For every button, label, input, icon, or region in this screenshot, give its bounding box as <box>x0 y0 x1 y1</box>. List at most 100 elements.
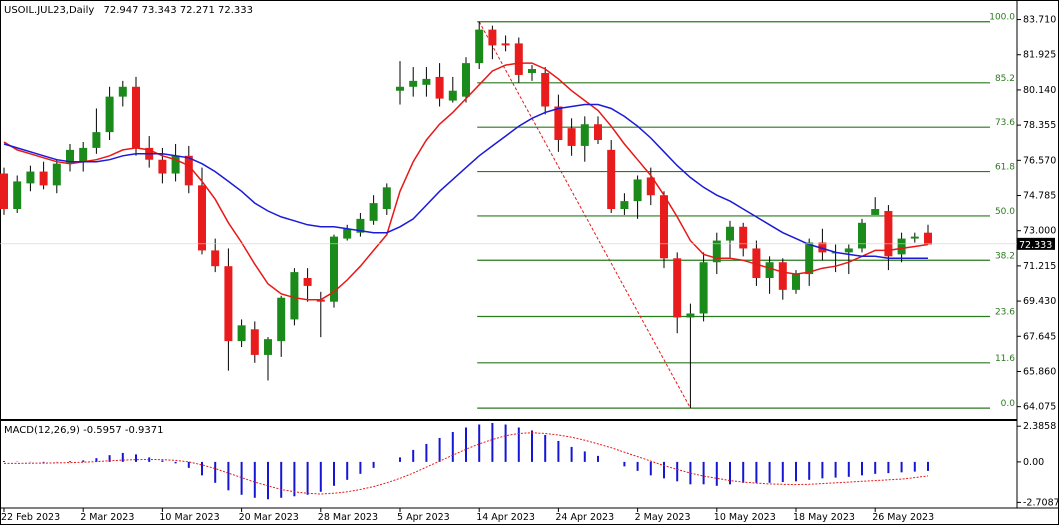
macd-pane <box>3 423 929 500</box>
ohlc-values: 72.947 73.343 72.271 72.333 <box>103 5 253 16</box>
candle-up <box>765 262 774 279</box>
price-pane: 100.0 85.2 73.6 61.8 50.0 38.2 23.6 11.6 0.0 <box>0 13 1017 409</box>
candle-down <box>488 29 497 46</box>
time-axis-label: 28 Mar 2023 <box>318 512 378 523</box>
candle-down <box>132 86 140 148</box>
candle-down <box>818 242 827 253</box>
fib-trend-line <box>478 21 691 409</box>
time-axis-label: 20 Mar 2023 <box>239 512 299 523</box>
fib-level-label: 50.0 <box>995 207 1015 217</box>
candle-down <box>752 248 761 279</box>
candle-up <box>66 149 74 164</box>
price-axis-label: 73.000 <box>1023 226 1056 237</box>
candle-up <box>356 218 365 233</box>
candle-down <box>924 232 932 245</box>
fib-level-label: 61.8 <box>995 163 1015 173</box>
candle-down <box>594 124 602 141</box>
time-axis-label: 2 May 2023 <box>635 512 691 523</box>
candle-up <box>105 96 114 133</box>
candle-up <box>475 29 484 64</box>
candle-up <box>422 78 431 85</box>
candle-up <box>118 86 127 97</box>
time-axis-label: 2 Mar 2023 <box>80 512 134 523</box>
candle-down <box>673 258 682 318</box>
price-axis-label: 71.215 <box>1023 261 1056 272</box>
candle-up <box>805 242 814 275</box>
current-price-box <box>1017 237 1055 250</box>
macd-axis-label: 2.3858 <box>1023 421 1056 432</box>
candle-up <box>396 86 404 91</box>
macd-axis-label: -2.7087 <box>1023 497 1059 508</box>
price-axis-label: 67.645 <box>1023 331 1056 342</box>
time-axis-label: 18 May 2023 <box>793 512 855 523</box>
candle-down <box>0 173 8 210</box>
macd-title: MACD(12,26,9) -0.5957 -0.9371 <box>4 425 164 436</box>
candle-down <box>884 210 893 257</box>
price-axis: 72.333 83.710 81.925 80.140 78.355 76.570 74.7… <box>1017 15 1059 508</box>
candle-up <box>237 325 246 342</box>
candle-up <box>580 124 589 146</box>
time-axis-label: 26 May 2023 <box>872 512 934 523</box>
candle-up <box>171 155 180 174</box>
price-axis-label: 74.785 <box>1023 191 1056 202</box>
time-axis-label: 22 Feb 2023 <box>1 512 60 523</box>
candle-up <box>897 238 906 255</box>
macd-signal-line <box>4 432 929 495</box>
candle-up <box>528 69 536 73</box>
candle-down <box>514 43 523 75</box>
candle-down <box>660 195 668 259</box>
candle-up <box>844 248 853 253</box>
price-axis-label: 64.075 <box>1023 402 1056 413</box>
candle-up <box>382 187 391 210</box>
price-axis-label: 76.570 <box>1023 155 1056 166</box>
candle-up <box>871 209 880 215</box>
fib-level-label: 38.2 <box>995 251 1015 261</box>
time-axis-label: 10 May 2023 <box>714 512 776 523</box>
time-axis: 22 Feb 2023 2 Mar 2023 10 Mar 2023 20 Mar 2… <box>1 508 934 523</box>
candle-down <box>646 177 655 196</box>
time-axis-label: 5 Apr 2023 <box>397 512 450 523</box>
candle-down <box>224 266 233 342</box>
candle-down <box>198 185 206 251</box>
candle-down <box>739 226 748 249</box>
candle-up <box>712 240 721 263</box>
candle-up <box>264 339 272 355</box>
candle-up <box>633 179 642 202</box>
candle-up <box>79 147 88 162</box>
candle-up <box>910 236 919 239</box>
fib-level-label: 23.6 <box>995 307 1015 317</box>
candle-down <box>435 76 444 99</box>
price-axis-label: 83.710 <box>1023 15 1056 26</box>
time-axis-label: 14 Apr 2023 <box>476 512 535 523</box>
price-axis-label: 69.430 <box>1023 296 1056 307</box>
time-axis-label: 10 Mar 2023 <box>159 512 219 523</box>
candle-down <box>501 43 510 46</box>
candle-up <box>290 272 299 320</box>
price-axis-label: 78.355 <box>1023 120 1056 131</box>
candle-down <box>303 278 312 286</box>
candle-down <box>39 171 48 186</box>
candle-up <box>686 313 695 318</box>
price-axis-label: 80.140 <box>1023 85 1056 96</box>
fib-level-label: 0.0 <box>1001 399 1016 409</box>
candle-up <box>699 262 708 314</box>
candle-down <box>158 159 167 174</box>
candle-up <box>409 80 418 87</box>
candle-up <box>277 297 286 342</box>
candle-up <box>13 181 22 210</box>
current-price-label: 72.333 <box>1019 240 1052 251</box>
candle-up <box>343 228 352 239</box>
candle-up <box>792 274 800 290</box>
candle-up <box>369 203 378 221</box>
fib-level-label: 11.6 <box>995 354 1015 364</box>
candle-up <box>92 132 101 148</box>
candle-up <box>26 171 35 184</box>
candle-down <box>607 149 616 210</box>
fib-level-label: 85.2 <box>995 74 1015 84</box>
fib-level-label: 100.0 <box>989 13 1015 23</box>
candle-up <box>620 201 629 210</box>
price-axis-label: 65.860 <box>1023 366 1056 377</box>
candle-down <box>184 155 193 186</box>
candle-up <box>330 236 338 302</box>
